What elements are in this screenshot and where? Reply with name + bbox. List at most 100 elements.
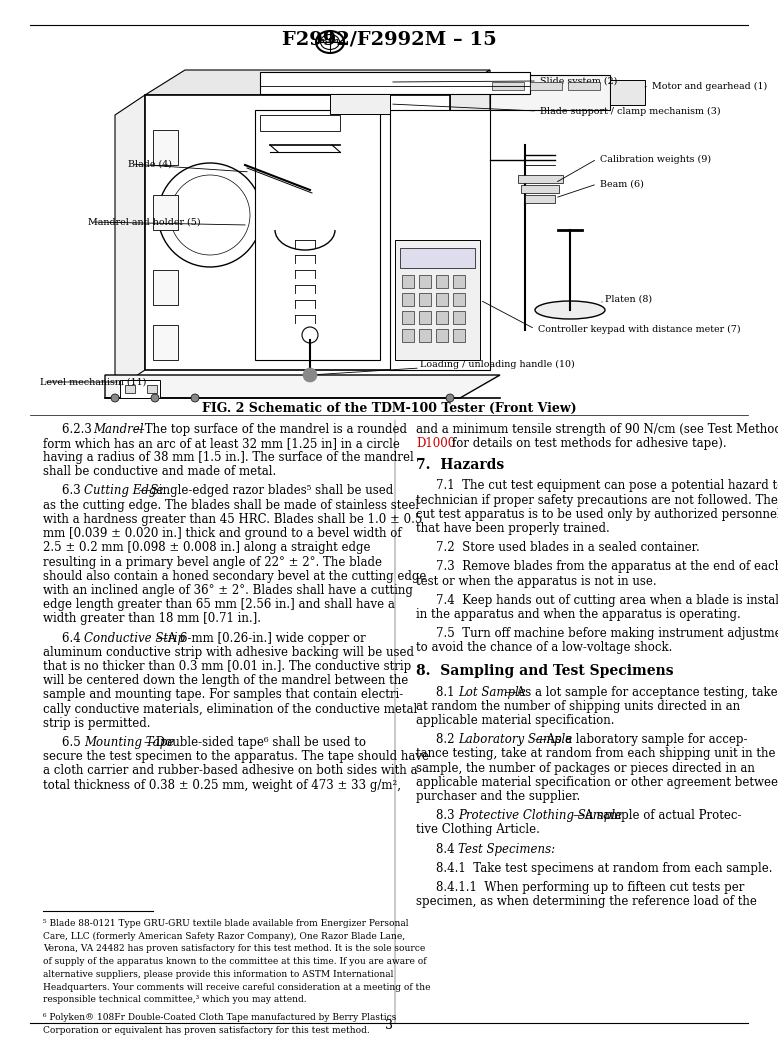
Text: FIG. 2 Schematic of the TDM-100 Tester (Front View): FIG. 2 Schematic of the TDM-100 Tester (… (202, 402, 576, 415)
Text: and a minimum tensile strength of 90 N/cm (see Test Methods: and a minimum tensile strength of 90 N/c… (416, 423, 778, 435)
Text: secure the test specimen to the apparatus. The tape should have: secure the test specimen to the apparatu… (43, 751, 429, 763)
Bar (518, 175, 563, 183)
Text: Mounting Tape: Mounting Tape (84, 736, 174, 748)
Bar (330, 94, 390, 115)
Text: width greater than 18 mm [0.71 in.].: width greater than 18 mm [0.71 in.]. (43, 612, 261, 626)
Text: —The top surface of the mandrel is a rounded: —The top surface of the mandrel is a rou… (133, 423, 407, 435)
Bar (453, 275, 465, 288)
Text: 8.4.1.1  When performing up to fifteen cut tests per: 8.4.1.1 When performing up to fifteen cu… (436, 881, 744, 894)
Text: 2.5 ± 0.2 mm [0.098 ± 0.008 in.] along a straight edge: 2.5 ± 0.2 mm [0.098 ± 0.008 in.] along a… (43, 541, 370, 554)
Text: Care, LLC (formerly American Safety Razor Company), One Razor Blade Lane,: Care, LLC (formerly American Safety Razo… (43, 932, 405, 941)
Text: of supply of the apparatus known to the committee at this time. If you are aware: of supply of the apparatus known to the … (43, 957, 426, 966)
Bar (260, 115, 340, 131)
Text: for details on test methods for adhesive tape).: for details on test methods for adhesive… (452, 437, 727, 450)
Bar (395, 240, 480, 360)
Bar (260, 72, 530, 94)
Text: as the cutting edge. The blades shall be made of stainless steel: as the cutting edge. The blades shall be… (43, 499, 419, 512)
Polygon shape (115, 95, 145, 390)
Text: 3: 3 (385, 1019, 393, 1032)
Text: technician if proper safety precautions are not followed. The: technician if proper safety precautions … (416, 493, 778, 507)
Bar (436, 293, 448, 306)
Text: TDM-100: TDM-100 (281, 116, 319, 125)
Text: with an inclined angle of 36° ± 2°. Blades shall have a cutting: with an inclined angle of 36° ± 2°. Blad… (43, 584, 412, 596)
Bar (453, 311, 465, 324)
Text: responsible technical committee,³ which you may attend.: responsible technical committee,³ which … (43, 995, 307, 1005)
Bar (490, 75, 610, 110)
Bar (153, 130, 178, 166)
Text: strip is permitted.: strip is permitted. (43, 717, 150, 730)
Bar (436, 311, 448, 324)
Text: a cloth carrier and rubber-based adhesive on both sides with a: a cloth carrier and rubber-based adhesiv… (43, 764, 417, 778)
Text: Protective Clothing Sample: Protective Clothing Sample (457, 809, 622, 822)
Text: 7.4  Keep hands out of cutting area when a blade is installed: 7.4 Keep hands out of cutting area when … (436, 593, 778, 607)
Text: Controller keypad with distance meter (7): Controller keypad with distance meter (7… (538, 325, 741, 334)
Bar (419, 275, 431, 288)
Bar (153, 270, 178, 305)
Text: in the apparatus and when the apparatus is operating.: in the apparatus and when the apparatus … (416, 608, 741, 621)
Text: —As a laboratory sample for accep-: —As a laboratory sample for accep- (534, 733, 747, 746)
Text: purchaser and the supplier.: purchaser and the supplier. (416, 790, 580, 803)
Text: Test Specimens:: Test Specimens: (457, 842, 555, 856)
Text: will be centered down the length of the mandrel between the: will be centered down the length of the … (43, 675, 408, 687)
Text: Blade (4): Blade (4) (128, 160, 172, 169)
Text: —A sample of actual Protec-: —A sample of actual Protec- (573, 809, 741, 822)
Text: specimen, as when determining the reference load of the: specimen, as when determining the refere… (416, 895, 757, 908)
Text: 8.1: 8.1 (436, 686, 461, 699)
Text: form which has an arc of at least 32 mm [1.25 in] in a circle: form which has an arc of at least 32 mm … (43, 437, 400, 450)
Text: 6.3: 6.3 (62, 484, 89, 498)
Text: edge length greater than 65 mm [2.56 in.] and shall have a: edge length greater than 65 mm [2.56 in.… (43, 599, 394, 611)
Bar (419, 311, 431, 324)
Text: Platen (8): Platen (8) (605, 295, 652, 304)
Bar (402, 311, 414, 324)
Text: test or when the apparatus is not in use.: test or when the apparatus is not in use… (416, 575, 657, 588)
Text: Headquarters. Your comments will receive careful consideration at a meeting of t: Headquarters. Your comments will receive… (43, 983, 430, 991)
Text: 6.4: 6.4 (62, 632, 89, 644)
Text: 8.  Sampling and Test Specimens: 8. Sampling and Test Specimens (416, 664, 674, 678)
Bar (120, 380, 160, 398)
Text: resulting in a primary bevel angle of 22° ± 2°. The blade: resulting in a primary bevel angle of 22… (43, 556, 382, 568)
Bar (147, 385, 157, 393)
Text: Motor and gearhead (1): Motor and gearhead (1) (652, 82, 767, 92)
Bar (453, 293, 465, 306)
Text: mm [0.039 ± 0.020 in.] thick and ground to a bevel width of: mm [0.039 ± 0.020 in.] thick and ground … (43, 527, 401, 540)
Text: 7.  Hazards: 7. Hazards (416, 458, 504, 473)
Text: having a radius of 38 mm [1.5 in.]. The surface of the mandrel: having a radius of 38 mm [1.5 in.]. The … (43, 451, 414, 464)
Text: 6.2.3: 6.2.3 (62, 423, 100, 435)
Bar (419, 293, 431, 306)
Circle shape (446, 393, 454, 402)
Bar (145, 95, 450, 370)
Text: Calibration weights (9): Calibration weights (9) (600, 155, 711, 164)
Text: Loading / unloading handle (10): Loading / unloading handle (10) (420, 360, 575, 370)
Text: 7.5  Turn off machine before making instrument adjustments: 7.5 Turn off machine before making instr… (436, 628, 778, 640)
Text: —Double-sided tape⁶ shall be used to: —Double-sided tape⁶ shall be used to (144, 736, 366, 748)
Circle shape (303, 369, 317, 382)
Bar (492, 82, 524, 90)
Text: cally conductive materials, elimination of the conductive metal: cally conductive materials, elimination … (43, 703, 417, 715)
Polygon shape (450, 70, 490, 370)
Text: that have been properly trained.: that have been properly trained. (416, 523, 610, 535)
Text: Cutting Edge: Cutting Edge (84, 484, 163, 498)
Circle shape (191, 393, 199, 402)
Circle shape (151, 393, 159, 402)
Text: aluminum conductive strip with adhesive backing will be used: aluminum conductive strip with adhesive … (43, 645, 414, 659)
Text: alternative suppliers, please provide this information to ASTM International: alternative suppliers, please provide th… (43, 970, 393, 979)
Text: astm: astm (321, 39, 340, 44)
Text: Mandrel: Mandrel (93, 423, 144, 435)
Text: 7.2  Store used blades in a sealed container.: 7.2 Store used blades in a sealed contai… (436, 541, 699, 554)
Text: D1000: D1000 (416, 437, 455, 450)
Text: 7.3  Remove blades from the apparatus at the end of each: 7.3 Remove blades from the apparatus at … (436, 560, 778, 574)
Text: —Single-edged razor blades⁵ shall be used: —Single-edged razor blades⁵ shall be use… (139, 484, 394, 498)
Text: —A 6-mm [0.26-in.] wide copper or: —A 6-mm [0.26-in.] wide copper or (156, 632, 366, 644)
Text: tive Clothing Article.: tive Clothing Article. (416, 823, 540, 836)
Text: at random the number of shipping units directed in an: at random the number of shipping units d… (416, 700, 741, 713)
Text: Beam (6): Beam (6) (600, 180, 644, 189)
Text: ⁶ Polyken® 108Fr Double-Coated Cloth Tape manufactured by Berry Plastics: ⁶ Polyken® 108Fr Double-Coated Cloth Tap… (43, 1013, 396, 1022)
Text: to avoid the chance of a low-voltage shock.: to avoid the chance of a low-voltage sho… (416, 641, 673, 655)
Bar (390, 110, 490, 370)
Text: Corporation or equivalent has proven satisfactory for this test method.: Corporation or equivalent has proven sat… (43, 1025, 370, 1035)
Text: 6.5: 6.5 (62, 736, 89, 748)
Bar (400, 248, 475, 268)
Text: 8.4.1  Take test specimens at random from each sample.: 8.4.1 Take test specimens at random from… (436, 862, 773, 874)
Text: 8.3: 8.3 (436, 809, 462, 822)
Text: ⁵ Blade 88-0121 Type GRU-GRU textile blade available from Energizer Personal: ⁵ Blade 88-0121 Type GRU-GRU textile bla… (43, 919, 408, 928)
